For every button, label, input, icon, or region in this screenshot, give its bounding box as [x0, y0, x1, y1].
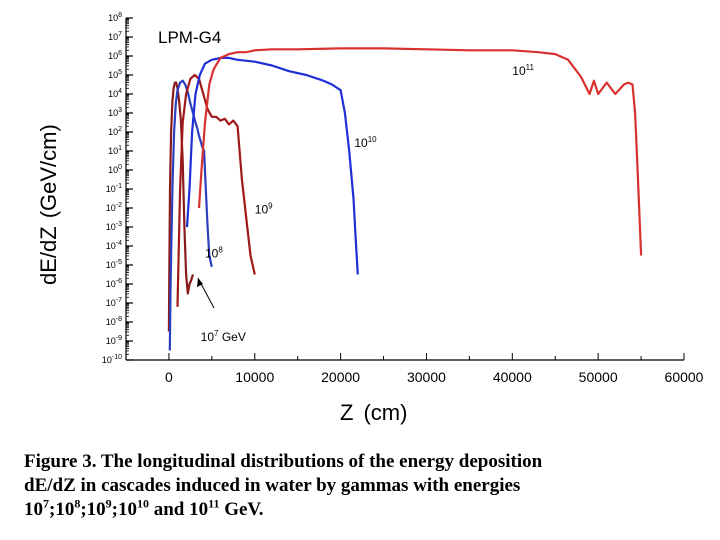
- x-tick-label: 20000: [321, 369, 360, 385]
- caption-exponent: 7: [43, 496, 49, 511]
- y-tick-exponent: 1: [118, 145, 122, 152]
- y-tick-label: 100: [108, 164, 122, 175]
- y-tick-exponent: 5: [118, 69, 122, 76]
- series-line-1: [167, 81, 195, 332]
- y-tick-exponent: 0: [118, 164, 122, 171]
- x-tick-label: 0: [165, 369, 173, 385]
- y-tick-label: 103: [108, 107, 122, 118]
- caption-exponent: 9: [105, 496, 112, 511]
- energy-deposition-chart: 10810710610510410310210110010-110-210-31…: [36, 12, 704, 425]
- x-tick-label: 30000: [407, 369, 446, 385]
- series-energy-label: 1010: [354, 135, 377, 150]
- y-tick-label: 107: [108, 31, 122, 42]
- caption-exponent: 10: [136, 496, 149, 511]
- caption-text-part: ;10: [49, 499, 75, 520]
- y-tick-exponent: -1: [116, 183, 122, 190]
- y-axis-title-unit: (GeV/cm): [36, 124, 61, 218]
- y-tick-exponent: 7: [118, 31, 122, 38]
- series-energy-label: 1011: [512, 63, 534, 78]
- annotation-arrowhead: [197, 278, 203, 287]
- y-axis: 10810710610510410310210110010-110-210-31…: [102, 12, 133, 365]
- caption-text-part: GeV.: [219, 499, 264, 520]
- y-tick-exponent: -8: [116, 316, 122, 323]
- figure-caption: Figure 3. The longitudinal distributions…: [24, 450, 704, 522]
- y-tick-label: 102: [108, 126, 122, 137]
- y-tick-exponent: -7: [116, 297, 122, 304]
- y-tick-label: 10-2: [106, 202, 122, 213]
- caption-line-3: 107;108;109;1010 and 1011 GeV.: [24, 496, 264, 520]
- caption-text-part: ;10: [111, 499, 137, 520]
- y-axis-title: dE/dZ (GeV/cm): [36, 124, 61, 285]
- y-tick-label: 10-4: [106, 240, 122, 251]
- series-energy-label: 107 GeV: [201, 329, 246, 344]
- y-axis-title-main: dE/dZ: [36, 226, 61, 285]
- caption-text-part: ;10: [80, 499, 106, 520]
- x-axis-title: Z (cm): [340, 400, 407, 425]
- y-tick-exponent: 6: [118, 50, 122, 57]
- x-tick-label: 40000: [493, 369, 532, 385]
- y-tick-exponent: -9: [116, 335, 122, 342]
- y-tick-exponent: -10: [112, 354, 122, 361]
- series-energy-label: 108: [205, 245, 223, 260]
- x-tick-label: 50000: [579, 369, 618, 385]
- y-tick-label: 106: [108, 50, 122, 61]
- y-tick-label: 101: [108, 145, 122, 156]
- series-line-5: [197, 47, 643, 256]
- x-tick-label: 10000: [235, 369, 274, 385]
- y-tick-label: 104: [108, 88, 122, 99]
- series-layer: [167, 47, 643, 351]
- caption-text-part: and 10: [148, 499, 209, 520]
- y-tick-exponent: -2: [116, 202, 122, 209]
- caption-exponent: 11: [208, 496, 220, 511]
- y-tick-label: 10-10: [102, 354, 122, 365]
- x-axis-title-unit: (cm): [363, 400, 407, 425]
- y-tick-exponent: -5: [116, 259, 122, 266]
- y-tick-exponent: -6: [116, 278, 122, 285]
- x-tick-label: 60000: [665, 369, 704, 385]
- series-line-3: [176, 73, 256, 307]
- x-axis: 0 10000 20000 30000 40000 50000 60000: [125, 353, 704, 385]
- y-tick-label: 10-8: [106, 316, 122, 327]
- y-tick-exponent: -3: [116, 221, 122, 228]
- series-line-2: [168, 79, 213, 351]
- caption-text-part: 10: [24, 499, 43, 520]
- y-tick-label: 10-3: [106, 221, 122, 232]
- y-tick-exponent: 2: [118, 126, 122, 133]
- series-line-4: [185, 56, 359, 275]
- x-axis-title-main: Z: [340, 400, 353, 425]
- series-energy-label: 109: [255, 202, 273, 217]
- y-tick-label: 10-5: [106, 259, 122, 270]
- y-tick-exponent: -4: [116, 240, 122, 247]
- y-tick-label: 108: [108, 12, 122, 23]
- y-tick-exponent: 3: [118, 107, 122, 114]
- annotation-layer: 107 GeV 108 109 1010 1011: [201, 63, 535, 344]
- caption-line-2: dE/dZ in cascades induced in water by ga…: [24, 475, 521, 496]
- y-tick-label: 10-1: [106, 183, 122, 194]
- y-tick-label: 10-7: [106, 297, 122, 308]
- chart-title: LPM-G4: [158, 28, 221, 47]
- y-tick-label: 10-9: [106, 335, 122, 346]
- caption-line-1: Figure 3. The longitudinal distributions…: [24, 451, 543, 472]
- y-tick-label: 105: [108, 69, 122, 80]
- y-tick-exponent: 4: [118, 88, 122, 95]
- y-tick-exponent: 8: [118, 12, 122, 19]
- caption-exponent: 8: [74, 496, 81, 511]
- y-tick-label: 10-6: [106, 278, 122, 289]
